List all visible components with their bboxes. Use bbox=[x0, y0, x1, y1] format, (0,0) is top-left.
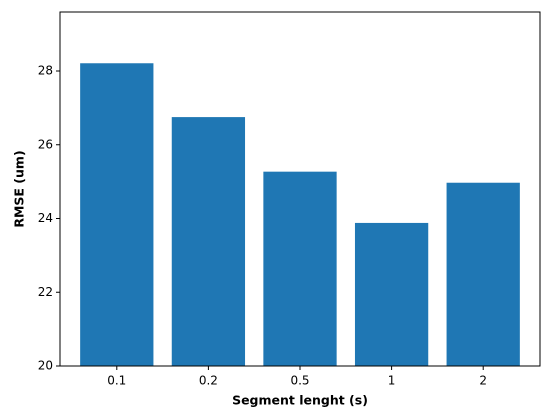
bar bbox=[171, 117, 246, 366]
x-tick-label: 2 bbox=[479, 374, 487, 388]
bar bbox=[80, 63, 154, 366]
bar bbox=[263, 171, 337, 366]
x-axis-label: Segment lenght (s) bbox=[232, 393, 368, 408]
x-tick-label: 0.5 bbox=[290, 374, 309, 388]
x-tick-label: 0.1 bbox=[107, 374, 126, 388]
y-tick-label: 26 bbox=[38, 137, 53, 151]
x-tick-label: 1 bbox=[388, 374, 396, 388]
y-tick-label: 28 bbox=[38, 64, 53, 78]
y-axis-label: RMSE (um) bbox=[12, 150, 27, 227]
plot-frame bbox=[59, 11, 541, 367]
x-tick-label: 0.2 bbox=[199, 374, 218, 388]
bar bbox=[446, 182, 520, 366]
y-tick-label: 22 bbox=[38, 285, 53, 299]
y-tick-label: 24 bbox=[38, 211, 53, 225]
bar bbox=[354, 222, 429, 366]
y-tick-label: 20 bbox=[38, 359, 53, 373]
